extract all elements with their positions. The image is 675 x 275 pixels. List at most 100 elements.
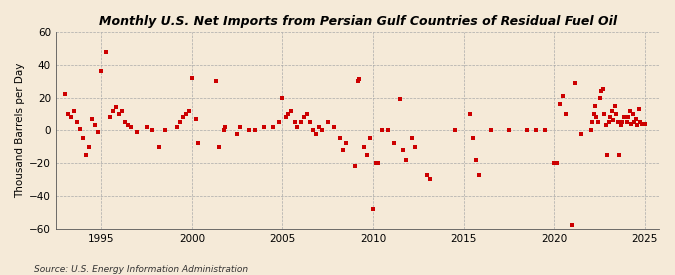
Point bbox=[78, 136, 88, 141]
Point bbox=[218, 128, 229, 133]
Point bbox=[101, 50, 111, 54]
Point bbox=[504, 128, 514, 133]
Point bbox=[186, 76, 197, 80]
Point bbox=[87, 117, 98, 121]
Point bbox=[335, 136, 346, 141]
Point bbox=[328, 125, 339, 129]
Point bbox=[213, 144, 224, 149]
Point bbox=[298, 115, 309, 119]
Point bbox=[274, 120, 285, 124]
Point bbox=[244, 128, 254, 133]
Point bbox=[313, 125, 324, 129]
Point bbox=[540, 128, 551, 133]
Point bbox=[84, 144, 95, 149]
Point bbox=[259, 125, 270, 129]
Point bbox=[69, 108, 80, 113]
Point bbox=[192, 141, 203, 145]
Point bbox=[623, 115, 634, 119]
Point bbox=[558, 94, 569, 98]
Point bbox=[470, 158, 481, 162]
Point bbox=[289, 120, 300, 124]
Point bbox=[522, 128, 533, 133]
Point bbox=[180, 112, 191, 116]
Point bbox=[117, 108, 128, 113]
Point bbox=[338, 148, 348, 152]
Point bbox=[634, 107, 645, 111]
Point bbox=[114, 112, 125, 116]
Point bbox=[292, 125, 303, 129]
Point bbox=[410, 144, 421, 149]
Point bbox=[632, 123, 643, 128]
Point bbox=[585, 128, 596, 133]
Point bbox=[587, 120, 597, 124]
Point bbox=[268, 125, 279, 129]
Point bbox=[401, 158, 412, 162]
Point bbox=[597, 87, 608, 92]
Point bbox=[59, 92, 70, 97]
Point bbox=[618, 115, 629, 119]
Point bbox=[159, 128, 170, 133]
Point bbox=[364, 136, 375, 141]
Point bbox=[398, 148, 408, 152]
Point bbox=[286, 108, 297, 113]
Point bbox=[422, 172, 433, 177]
Point bbox=[75, 126, 86, 131]
Point bbox=[147, 128, 158, 133]
Point bbox=[605, 115, 616, 119]
Point bbox=[211, 79, 221, 83]
Point bbox=[317, 128, 327, 133]
Point bbox=[111, 105, 122, 109]
Point bbox=[307, 128, 318, 133]
Point bbox=[377, 128, 387, 133]
Point bbox=[590, 103, 601, 108]
Point bbox=[232, 131, 242, 136]
Point bbox=[105, 115, 115, 119]
Title: Monthly U.S. Net Imports from Persian Gulf Countries of Residual Fuel Oil: Monthly U.S. Net Imports from Persian Gu… bbox=[99, 15, 617, 28]
Point bbox=[425, 177, 436, 182]
Point bbox=[606, 108, 617, 113]
Point bbox=[561, 112, 572, 116]
Point bbox=[595, 89, 606, 93]
Y-axis label: Thousand Barrels per Day: Thousand Barrels per Day bbox=[15, 63, 25, 198]
Point bbox=[90, 123, 101, 128]
Point bbox=[123, 123, 134, 128]
Point bbox=[599, 112, 610, 116]
Point bbox=[552, 161, 563, 165]
Point bbox=[65, 115, 76, 119]
Point bbox=[531, 128, 541, 133]
Point bbox=[368, 207, 379, 211]
Point bbox=[126, 125, 137, 129]
Point bbox=[639, 122, 650, 126]
Point bbox=[350, 164, 360, 169]
Point bbox=[389, 141, 400, 145]
Point bbox=[635, 120, 646, 124]
Point bbox=[63, 112, 74, 116]
Point bbox=[81, 153, 92, 157]
Point bbox=[608, 118, 618, 123]
Point bbox=[277, 95, 288, 100]
Point bbox=[108, 108, 119, 113]
Point bbox=[295, 120, 306, 124]
Point bbox=[323, 120, 333, 124]
Point bbox=[171, 125, 182, 129]
Point bbox=[602, 153, 613, 157]
Point bbox=[310, 131, 321, 136]
Point bbox=[603, 120, 614, 124]
Point bbox=[383, 128, 394, 133]
Point bbox=[372, 161, 383, 165]
Point bbox=[153, 144, 164, 149]
Point bbox=[594, 95, 605, 100]
Point bbox=[591, 115, 602, 119]
Point bbox=[485, 128, 496, 133]
Point bbox=[184, 108, 194, 113]
Point bbox=[555, 102, 566, 106]
Point bbox=[280, 115, 291, 119]
Point bbox=[141, 125, 152, 129]
Point bbox=[178, 115, 188, 119]
Point bbox=[616, 123, 626, 128]
Point bbox=[611, 112, 622, 116]
Point bbox=[395, 97, 406, 101]
Point bbox=[340, 141, 351, 145]
Point bbox=[120, 120, 131, 124]
Point bbox=[464, 112, 475, 116]
